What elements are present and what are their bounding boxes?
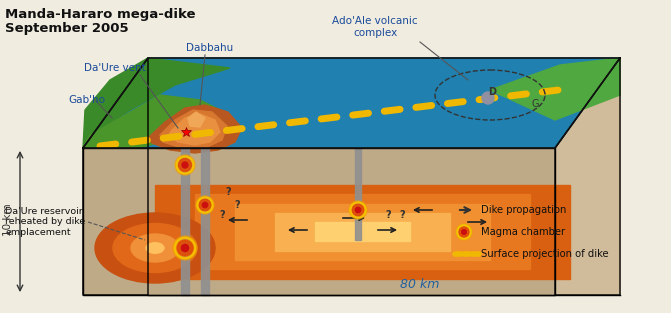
Text: Ado'Ale volcanic
complex: Ado'Ale volcanic complex (332, 16, 418, 38)
Circle shape (456, 224, 472, 240)
Polygon shape (195, 194, 530, 269)
Polygon shape (188, 112, 205, 127)
Circle shape (356, 207, 361, 213)
Polygon shape (315, 222, 410, 241)
Polygon shape (148, 105, 242, 153)
Text: Magma chamber: Magma chamber (481, 227, 565, 237)
Polygon shape (490, 58, 620, 120)
Circle shape (177, 240, 193, 256)
Polygon shape (168, 114, 220, 145)
Circle shape (196, 196, 214, 214)
Polygon shape (235, 203, 490, 260)
Circle shape (182, 162, 188, 168)
Polygon shape (160, 110, 227, 148)
Text: Manda-Hararo mega-dike: Manda-Hararo mega-dike (5, 8, 195, 21)
Text: Da'Ure reservoir
reheated by dike
emplacement: Da'Ure reservoir reheated by dike emplac… (5, 207, 85, 237)
Polygon shape (83, 58, 620, 148)
Circle shape (173, 236, 197, 260)
Text: Dike propagation: Dike propagation (481, 205, 566, 215)
Text: Da'Ure vent: Da'Ure vent (84, 63, 146, 73)
Text: ': ' (543, 93, 546, 102)
Circle shape (349, 201, 367, 219)
Text: Dabbahu: Dabbahu (187, 43, 234, 53)
Text: ?: ? (219, 210, 225, 220)
Polygon shape (181, 148, 189, 295)
Circle shape (181, 244, 189, 252)
Polygon shape (275, 213, 450, 251)
Text: ?: ? (385, 210, 391, 220)
Text: 10 km: 10 km (3, 204, 13, 236)
Circle shape (462, 230, 466, 234)
Text: ?: ? (234, 200, 240, 210)
Polygon shape (83, 58, 230, 148)
Polygon shape (155, 185, 570, 279)
Circle shape (352, 204, 364, 216)
Polygon shape (83, 58, 148, 295)
Polygon shape (83, 95, 230, 148)
Circle shape (175, 155, 195, 175)
Circle shape (202, 202, 208, 208)
Text: ?: ? (225, 187, 231, 197)
Ellipse shape (95, 213, 215, 283)
Ellipse shape (113, 223, 197, 273)
Polygon shape (355, 148, 361, 240)
Text: Surface projection of dike: Surface projection of dike (481, 249, 609, 259)
Text: 80 km: 80 km (401, 279, 440, 291)
Text: ?: ? (399, 210, 405, 220)
Text: G: G (532, 99, 539, 109)
Polygon shape (83, 148, 555, 295)
Ellipse shape (146, 243, 164, 253)
Text: September 2005: September 2005 (5, 22, 129, 35)
Circle shape (482, 92, 494, 104)
Ellipse shape (131, 234, 179, 262)
Circle shape (199, 199, 211, 211)
Polygon shape (555, 58, 620, 295)
Text: Gab'ho: Gab'ho (68, 95, 105, 105)
Circle shape (459, 227, 469, 237)
Circle shape (178, 158, 191, 172)
Polygon shape (201, 148, 209, 295)
Text: D: D (488, 87, 496, 97)
